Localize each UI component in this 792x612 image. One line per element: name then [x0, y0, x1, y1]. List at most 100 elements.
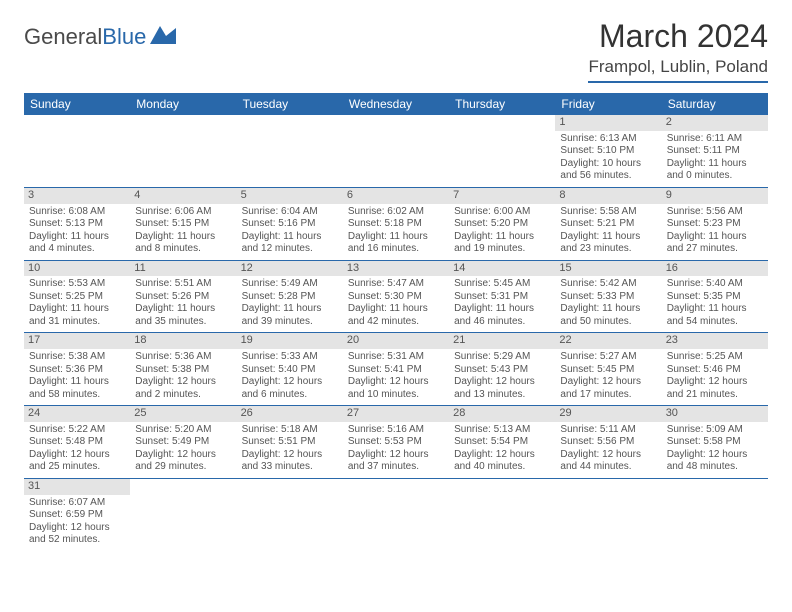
day-detail: Daylight: 12 hours: [454, 449, 550, 462]
calendar-day: 17Sunrise: 5:38 AMSunset: 5:36 PMDayligh…: [24, 333, 130, 406]
day-detail: Sunrise: 6:11 AM: [667, 133, 763, 146]
day-detail: and 50 minutes.: [560, 316, 656, 329]
day-detail: and 33 minutes.: [242, 461, 338, 474]
day-detail: and 40 minutes.: [454, 461, 550, 474]
day-detail: Sunset: 5:41 PM: [348, 364, 444, 377]
day-detail: Daylight: 12 hours: [560, 449, 656, 462]
header: GeneralBlue March 2024 Frampol, Lublin, …: [24, 18, 768, 83]
day-detail: Sunset: 5:51 PM: [242, 436, 338, 449]
day-detail: and 16 minutes.: [348, 243, 444, 256]
day-detail: and 31 minutes.: [29, 316, 125, 329]
day-detail: Sunrise: 5:56 AM: [667, 206, 763, 219]
day-detail: and 52 minutes.: [29, 534, 125, 547]
calendar-day: 29Sunrise: 5:11 AMSunset: 5:56 PMDayligh…: [555, 406, 661, 479]
day-detail: Daylight: 12 hours: [348, 449, 444, 462]
day-detail: Sunset: 5:26 PM: [135, 291, 231, 304]
day-header: Tuesday: [237, 93, 343, 115]
day-detail: and 42 minutes.: [348, 316, 444, 329]
day-detail: Daylight: 11 hours: [135, 231, 231, 244]
day-detail: Sunset: 5:10 PM: [560, 145, 656, 158]
day-detail: and 29 minutes.: [135, 461, 231, 474]
day-detail: and 0 minutes.: [667, 170, 763, 183]
day-detail: Daylight: 11 hours: [135, 303, 231, 316]
day-detail: Sunset: 5:58 PM: [667, 436, 763, 449]
day-number: 7: [449, 188, 555, 204]
day-detail: and 21 minutes.: [667, 389, 763, 402]
day-detail: Daylight: 12 hours: [29, 449, 125, 462]
logo-text-blue: Blue: [102, 24, 146, 50]
calendar-week: 17Sunrise: 5:38 AMSunset: 5:36 PMDayligh…: [24, 333, 768, 406]
calendar-day: [24, 115, 130, 187]
day-detail: Daylight: 12 hours: [29, 522, 125, 535]
month-title: March 2024: [588, 18, 768, 55]
day-header: Monday: [130, 93, 236, 115]
calendar-day: 16Sunrise: 5:40 AMSunset: 5:35 PMDayligh…: [662, 260, 768, 333]
day-detail: Sunset: 5:56 PM: [560, 436, 656, 449]
day-number: 16: [662, 261, 768, 277]
day-detail: and 8 minutes.: [135, 243, 231, 256]
calendar-day: 23Sunrise: 5:25 AMSunset: 5:46 PMDayligh…: [662, 333, 768, 406]
day-number: 24: [24, 406, 130, 422]
day-detail: Sunrise: 6:13 AM: [560, 133, 656, 146]
calendar-day: 13Sunrise: 5:47 AMSunset: 5:30 PMDayligh…: [343, 260, 449, 333]
day-detail: Sunset: 5:36 PM: [29, 364, 125, 377]
calendar-day: 18Sunrise: 5:36 AMSunset: 5:38 PMDayligh…: [130, 333, 236, 406]
day-detail: Sunrise: 6:08 AM: [29, 206, 125, 219]
calendar-week: 10Sunrise: 5:53 AMSunset: 5:25 PMDayligh…: [24, 260, 768, 333]
calendar-day: 14Sunrise: 5:45 AMSunset: 5:31 PMDayligh…: [449, 260, 555, 333]
calendar-day: [662, 478, 768, 550]
logo-text-general: General: [24, 24, 102, 50]
day-detail: Daylight: 11 hours: [560, 303, 656, 316]
day-number: 17: [24, 333, 130, 349]
day-detail: and 12 minutes.: [242, 243, 338, 256]
day-number: 11: [130, 261, 236, 277]
day-detail: Sunset: 5:53 PM: [348, 436, 444, 449]
day-detail: Sunset: 5:18 PM: [348, 218, 444, 231]
day-detail: Sunset: 5:13 PM: [29, 218, 125, 231]
day-number: 28: [449, 406, 555, 422]
day-detail: Sunset: 5:45 PM: [560, 364, 656, 377]
day-number: 14: [449, 261, 555, 277]
day-number: 10: [24, 261, 130, 277]
day-detail: Sunrise: 5:47 AM: [348, 278, 444, 291]
day-header: Thursday: [449, 93, 555, 115]
day-detail: Sunrise: 5:42 AM: [560, 278, 656, 291]
calendar-day: 21Sunrise: 5:29 AMSunset: 5:43 PMDayligh…: [449, 333, 555, 406]
calendar-day: 19Sunrise: 5:33 AMSunset: 5:40 PMDayligh…: [237, 333, 343, 406]
day-detail: and 4 minutes.: [29, 243, 125, 256]
day-detail: Sunrise: 5:27 AM: [560, 351, 656, 364]
day-detail: Sunset: 5:46 PM: [667, 364, 763, 377]
day-detail: and 54 minutes.: [667, 316, 763, 329]
day-detail: and 58 minutes.: [29, 389, 125, 402]
day-detail: and 23 minutes.: [560, 243, 656, 256]
day-detail: Daylight: 11 hours: [348, 303, 444, 316]
day-detail: Daylight: 11 hours: [560, 231, 656, 244]
day-number: 21: [449, 333, 555, 349]
calendar-day: 30Sunrise: 5:09 AMSunset: 5:58 PMDayligh…: [662, 406, 768, 479]
day-header: Sunday: [24, 93, 130, 115]
day-detail: Daylight: 11 hours: [348, 231, 444, 244]
day-detail: Daylight: 12 hours: [667, 376, 763, 389]
day-detail: Sunset: 5:43 PM: [454, 364, 550, 377]
day-number: 4: [130, 188, 236, 204]
calendar-day: 7Sunrise: 6:00 AMSunset: 5:20 PMDaylight…: [449, 187, 555, 260]
day-detail: and 25 minutes.: [29, 461, 125, 474]
day-number: 8: [555, 188, 661, 204]
day-detail: Daylight: 12 hours: [242, 376, 338, 389]
day-detail: Sunset: 5:49 PM: [135, 436, 231, 449]
day-detail: Sunrise: 5:31 AM: [348, 351, 444, 364]
logo: GeneralBlue: [24, 24, 176, 50]
day-detail: and 48 minutes.: [667, 461, 763, 474]
calendar-day: 11Sunrise: 5:51 AMSunset: 5:26 PMDayligh…: [130, 260, 236, 333]
calendar-week: 3Sunrise: 6:08 AMSunset: 5:13 PMDaylight…: [24, 187, 768, 260]
day-detail: and 37 minutes.: [348, 461, 444, 474]
day-detail: Sunset: 5:25 PM: [29, 291, 125, 304]
day-number: 25: [130, 406, 236, 422]
calendar-day: 24Sunrise: 5:22 AMSunset: 5:48 PMDayligh…: [24, 406, 130, 479]
calendar-day: [343, 115, 449, 187]
calendar-day: 5Sunrise: 6:04 AMSunset: 5:16 PMDaylight…: [237, 187, 343, 260]
day-detail: and 17 minutes.: [560, 389, 656, 402]
day-detail: and 35 minutes.: [135, 316, 231, 329]
day-detail: Sunset: 5:38 PM: [135, 364, 231, 377]
calendar-day: 12Sunrise: 5:49 AMSunset: 5:28 PMDayligh…: [237, 260, 343, 333]
